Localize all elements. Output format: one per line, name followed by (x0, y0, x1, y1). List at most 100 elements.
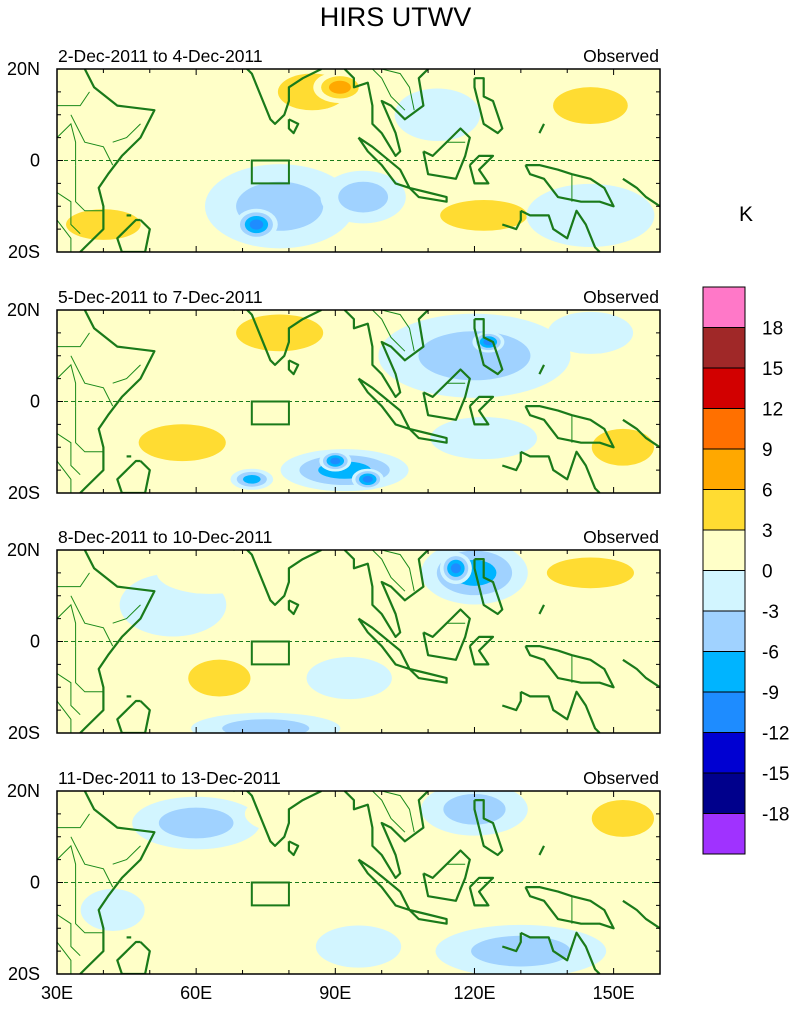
country-border (75, 406, 104, 453)
coastline (538, 845, 545, 856)
coastline (116, 218, 151, 252)
country-border (70, 595, 114, 647)
y-tick-label: 20N (7, 59, 40, 79)
colorbar-swatch (702, 813, 746, 855)
coastline (501, 210, 522, 231)
coastline (501, 932, 522, 953)
country-border (371, 791, 406, 833)
y-tick-label: 0 (30, 632, 40, 652)
y-tick-label: 20S (8, 483, 40, 503)
coastline (408, 427, 448, 444)
panel-period-label: 2-Dec-2011 to 4-Dec-2011 (58, 46, 263, 66)
coastline (287, 840, 300, 857)
contour-fill (315, 925, 402, 968)
country-border (112, 845, 141, 865)
colorbar-label: -6 (762, 643, 779, 664)
country-border (57, 433, 81, 476)
anomaly-field (57, 791, 660, 974)
contour-fill (591, 428, 655, 466)
colorbar-label: -3 (762, 602, 779, 623)
country-border (57, 91, 90, 107)
region-box (250, 881, 290, 907)
contour-fill (546, 557, 634, 589)
country-border (70, 355, 114, 407)
coastline (422, 849, 471, 902)
country-border (371, 550, 406, 592)
coastline (468, 635, 495, 666)
chart-title: HIRS UTWV (319, 2, 472, 32)
colorbar-label: -18 (762, 805, 789, 826)
contour-fill (97, 320, 184, 373)
coastline (233, 69, 322, 126)
contour-fill (262, 550, 391, 595)
country-border (371, 69, 406, 111)
colorbar-label: 15 (762, 359, 783, 380)
y-tick-label: 20N (7, 300, 40, 320)
coastline (343, 791, 429, 880)
contour-fill (138, 424, 226, 462)
contour-fill (338, 181, 389, 213)
contour-fill (188, 659, 251, 697)
country-border (371, 310, 406, 352)
colorbar-label: -12 (762, 724, 789, 745)
colorbar-swatch (702, 489, 746, 531)
colorbar-label: 0 (762, 562, 773, 583)
panel-source-label: Observed (583, 768, 659, 788)
coastline (233, 550, 322, 607)
contour-fill (57, 444, 122, 487)
panel-source-label: Observed (583, 46, 659, 66)
map-panel-3: 20N 0 20S 8-Dec-2011 to 10-Dec-2011 Observed (7, 527, 661, 743)
map-panel-1: 20N 0 20S 2-Dec-2011 to 4-Dec-2011 Observed (7, 46, 661, 262)
contour-fill (328, 80, 351, 94)
coastline (287, 359, 300, 376)
country-border (112, 604, 141, 624)
colorbar-swatch (702, 286, 746, 328)
contour-fill (222, 719, 310, 733)
colorbar-label: -9 (762, 683, 779, 704)
y-tick-label: 0 (30, 392, 40, 412)
coastline (473, 557, 504, 616)
coastline (520, 931, 601, 974)
country-border (75, 887, 104, 934)
contour-fill (306, 657, 392, 700)
contour-fill (394, 88, 481, 142)
y-tick-label: 20S (8, 242, 40, 262)
colorbar-swatch (702, 691, 746, 733)
country-border (57, 700, 72, 733)
coastline (622, 418, 660, 449)
country-border (57, 363, 77, 407)
colorbar-swatch (702, 570, 746, 612)
coastline (343, 550, 429, 639)
country-border (57, 219, 72, 252)
colorbar-label: 3 (762, 521, 773, 542)
country-border (70, 836, 114, 888)
coastline (287, 118, 300, 135)
contour-fill (244, 792, 352, 835)
country-border (381, 791, 415, 833)
contour-fill (591, 800, 655, 837)
colorbar-swatch (702, 772, 746, 814)
colorbar-label: 18 (762, 319, 783, 340)
panel-period-label: 8-Dec-2011 to 10-Dec-2011 (58, 527, 272, 547)
contour-fill (80, 888, 145, 931)
panel-period-label: 11-Dec-2011 to 13-Dec-2011 (58, 768, 281, 788)
panel-source-label: Observed (583, 527, 659, 547)
country-border (57, 460, 72, 493)
coastline (538, 604, 545, 615)
colorbar-label: 9 (762, 440, 773, 461)
region-box (250, 640, 290, 666)
country-border (112, 364, 141, 384)
panel-period-label: 5-Dec-2011 to 7-Dec-2011 (58, 287, 263, 307)
x-tick-label: 30E (41, 983, 73, 1003)
coastline (524, 885, 615, 930)
colorbar-label: 6 (762, 481, 773, 502)
coastline (408, 908, 448, 925)
anomaly-field (57, 550, 660, 733)
country-border (112, 123, 141, 143)
coastline (622, 658, 660, 689)
colorbar-swatch (702, 367, 746, 409)
coastline (524, 405, 615, 449)
coastline (468, 876, 495, 907)
coastline (116, 699, 151, 733)
